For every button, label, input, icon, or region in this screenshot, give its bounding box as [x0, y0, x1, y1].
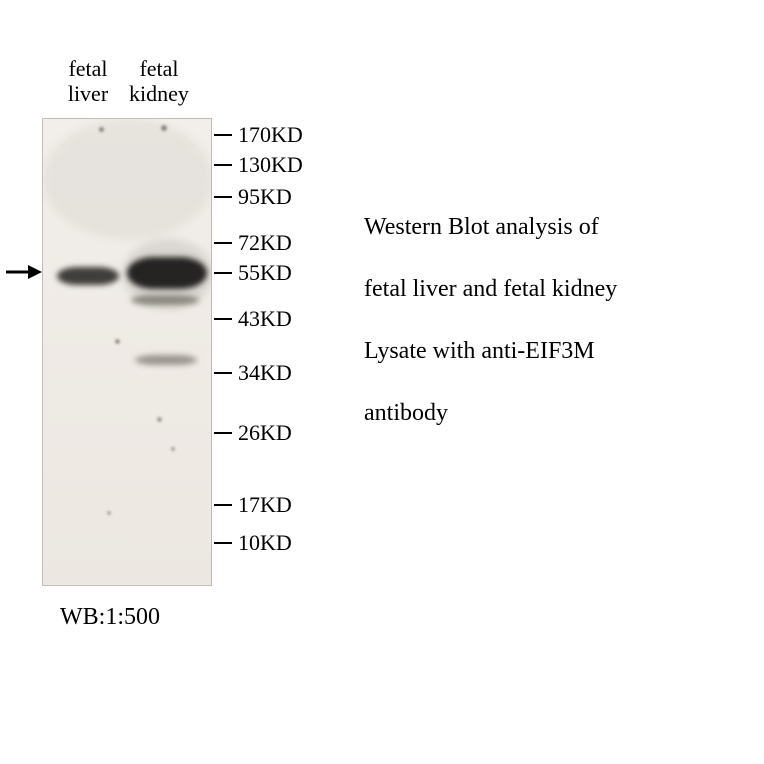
marker-tick — [214, 272, 232, 274]
lane-label-2: fetal kidney — [122, 56, 196, 107]
marker-label-55kd: 55KD — [238, 260, 292, 286]
description-line-2: fetal liver and fetal kidney — [364, 276, 617, 303]
marker-label-43kd: 43KD — [238, 306, 292, 332]
marker-label-72kd: 72KD — [238, 230, 292, 256]
blot-band-lane2-main — [127, 257, 207, 289]
description-line-1: Western Blot analysis of — [364, 214, 599, 241]
description-line-3: Lysate with anti-EIF3M — [364, 338, 595, 365]
blot-speck — [115, 339, 120, 344]
marker-label-34kd: 34KD — [238, 360, 292, 386]
blot-smudge — [43, 119, 212, 239]
blot-speck — [171, 447, 175, 451]
lane-label-1: fetal liver — [58, 56, 118, 107]
band-arrow-icon — [4, 262, 42, 282]
marker-tick — [214, 542, 232, 544]
wb-dilution-label: WB:1:500 — [60, 604, 160, 631]
marker-label-26kd: 26KD — [238, 420, 292, 446]
marker-tick — [214, 164, 232, 166]
blot-speck — [161, 125, 167, 131]
marker-tick — [214, 372, 232, 374]
blot-speck — [99, 127, 104, 132]
lane2-line1: fetal — [139, 56, 178, 81]
description-line-4: antibody — [364, 400, 448, 427]
marker-label-170kd: 170KD — [238, 122, 303, 148]
marker-label-95kd: 95KD — [238, 184, 292, 210]
lane2-line2: kidney — [129, 81, 189, 106]
lane1-line1: fetal — [68, 56, 107, 81]
marker-tick — [214, 242, 232, 244]
blot-band-lane1-main — [57, 267, 119, 285]
marker-label-17kd: 17KD — [238, 492, 292, 518]
blot-band-lane2-faint-2 — [135, 355, 197, 365]
marker-label-130kd: 130KD — [238, 152, 303, 178]
marker-tick — [214, 504, 232, 506]
blot-membrane — [42, 118, 212, 586]
lane1-line2: liver — [68, 81, 108, 106]
marker-tick — [214, 196, 232, 198]
marker-tick — [214, 318, 232, 320]
blot-speck — [157, 417, 162, 422]
blot-band-lane2-faint-1 — [131, 295, 199, 305]
blot-speck — [107, 511, 111, 515]
marker-tick — [214, 134, 232, 136]
figure-container: fetal liver fetal kidney 170KD 130KD 95K… — [0, 0, 764, 764]
marker-tick — [214, 432, 232, 434]
marker-label-10kd: 10KD — [238, 530, 292, 556]
